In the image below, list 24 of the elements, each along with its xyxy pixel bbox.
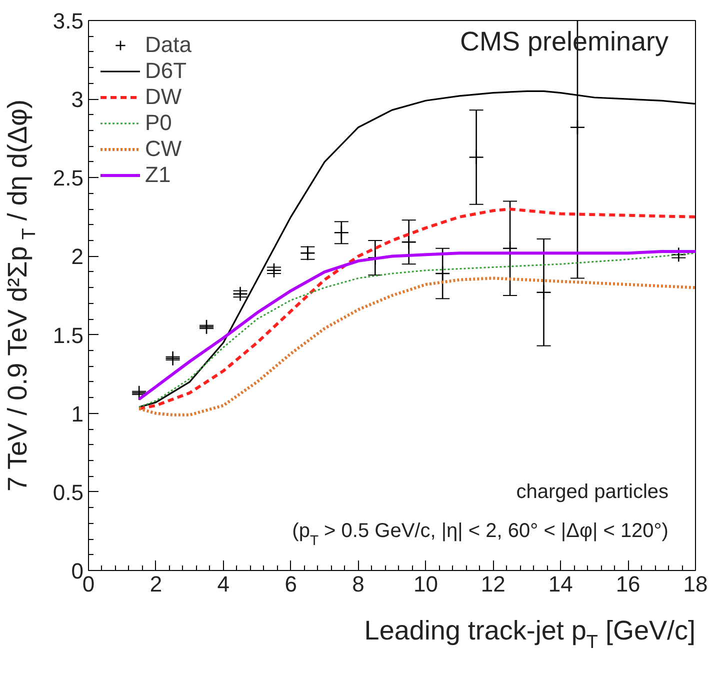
y-tick-label: 2 (71, 244, 84, 270)
y-tick-label: 3.5 (52, 8, 84, 34)
x-tick-label: 2 (150, 572, 162, 596)
legend-label: Z1 (145, 162, 171, 188)
y-tick-label: 2.5 (52, 166, 84, 191)
legend-label: P0 (145, 110, 172, 136)
y-tick-label: 1.5 (52, 322, 84, 348)
y-tick-label: 1 (71, 401, 84, 426)
y-tick-label: 0.5 (52, 480, 84, 505)
x-tick-label: 8 (352, 572, 364, 596)
legend-label: DW (145, 84, 182, 110)
y-tick-label: 3 (71, 87, 84, 112)
x-tick-label: 16 (616, 572, 640, 596)
legend-label: D6T (145, 58, 187, 84)
x-tick-label: 6 (284, 572, 297, 596)
x-tick-label: 14 (548, 572, 573, 596)
x-tick-label: 12 (480, 572, 506, 596)
legend-label: CW (145, 136, 182, 162)
x-tick-label: 10 (413, 572, 438, 596)
y-axis-title: 7 TeV / 0.9 TeV d²ΣpT / dη d(Δφ) (2, 100, 40, 492)
annotation: charged particles (516, 480, 669, 503)
x-tick-label: 4 (217, 572, 230, 596)
x-tick-label: 18 (683, 572, 708, 596)
legend-label: Data (145, 32, 192, 58)
